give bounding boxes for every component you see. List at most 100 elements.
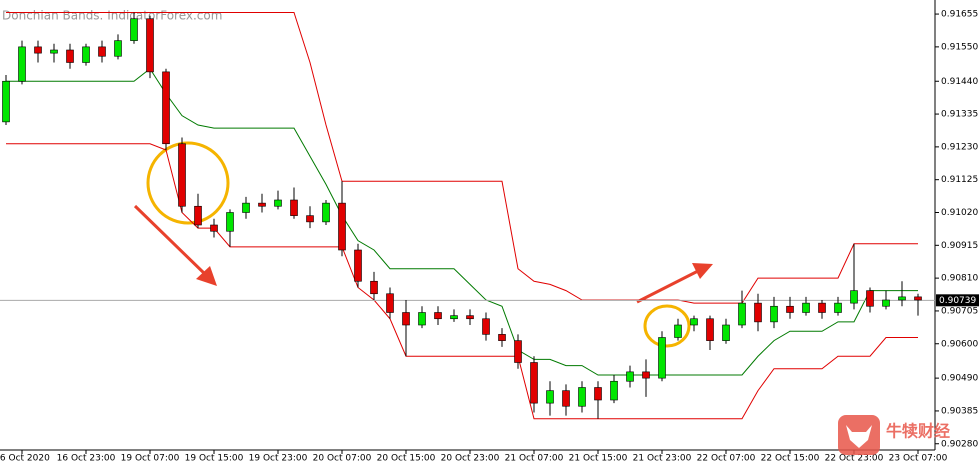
candle-body [274,199,282,207]
candle-body [498,334,506,341]
x-tick-label: 19 Oct 15:00 [185,454,244,464]
arrow-head [196,266,217,286]
candle-body [130,18,138,41]
candle-body [386,293,394,313]
candle-body [114,40,122,57]
logo-text: 牛犊财经 [886,422,950,441]
candle-body [370,280,378,295]
candle-body [482,318,490,335]
candle-body [882,299,890,307]
candle-body [530,362,538,404]
candle-body [658,337,666,379]
band-line [6,12,918,304]
candle-body [354,249,362,282]
candle-body [98,46,106,57]
candle-body [898,296,906,301]
y-tick-label: 0.91020 [941,208,978,218]
candle-body [818,302,826,313]
candle-body [450,315,458,320]
y-tick-label: 0.91550 [941,42,978,52]
candle-body [610,380,618,401]
candle-body [594,387,602,401]
y-tick-label: 0.91125 [941,175,978,185]
x-tick-label: 21 Oct 07:00 [505,454,564,464]
x-tick-label: 20 Oct 07:00 [313,454,372,464]
current-price-box [936,294,979,307]
candle-body [402,312,410,326]
candle-body [642,371,650,379]
y-tick-label: 0.90600 [941,339,978,349]
candle-body [66,49,74,63]
y-tick-label: 0.90280 [941,439,978,449]
highlight-circle [146,141,230,225]
candle-body [18,46,26,82]
x-tick-label: 19 Oct 23:00 [249,454,308,464]
candle-body [514,340,522,363]
x-tick-label: 23 Oct 07:00 [889,454,948,464]
x-tick-label: 22 Oct 15:00 [761,454,820,464]
arrow [636,268,701,304]
candle-body [834,302,842,313]
arrow-head [692,263,713,279]
y-tick-label: 0.91230 [941,142,978,152]
y-tick-label: 0.91335 [941,110,978,120]
y-tick-label: 0.91655 [941,10,978,20]
candle-body [434,312,442,320]
annotations [133,141,713,348]
candle-body [226,212,234,232]
candle-body [738,302,746,326]
candle-body [2,80,10,123]
candle-body [34,46,42,54]
candle-body [210,224,218,232]
logo: 牛犊财经 [838,415,950,455]
candle-body [722,324,730,341]
candle-body [690,318,698,326]
y-tick-label: 0.90705 [941,306,978,316]
candle-body [546,390,554,404]
candle-body [82,46,90,63]
y-tick-label: 0.90385 [941,406,978,416]
x-tick-label: 22 Oct 23:00 [825,454,884,464]
candle-body [242,202,250,213]
candle-body [850,290,858,304]
candle-body [258,202,266,207]
candle-body [562,390,570,407]
x-tick-label: 21 Oct 15:00 [569,454,628,464]
candle-body [802,302,810,313]
y-tick-label: 0.90490 [941,374,978,384]
arrow [133,204,209,278]
x-tick-label: 16 Oct 23:00 [57,454,116,464]
y-tick-label: 0.90810 [941,274,978,284]
highlight-circle [643,304,691,348]
candle-body [786,305,794,313]
candle-body [626,371,634,382]
candle-body [194,205,202,226]
candle-body [146,18,154,73]
candle-body [306,215,314,223]
current-price-label: 0.90739 [939,296,976,306]
candle-body [322,202,330,223]
candle-body [914,296,922,301]
candle-body [578,387,586,407]
y-tick-label: 0.90915 [941,241,978,251]
candle-body [866,290,874,307]
band-line [6,143,918,420]
x-tick-label: 16 Oct 2020 [0,454,50,464]
candle-body [290,199,298,216]
chart-title: Donchian Bands. IndicatorForex.com [2,9,222,23]
candle-body [466,315,474,320]
candle-body [50,49,58,54]
y-tick-label: 0.91440 [941,77,978,87]
band-line [6,68,918,376]
logo-mark [846,425,872,448]
candle-body [162,71,170,145]
candle-body [754,302,762,323]
candle-body [674,324,682,338]
x-tick-label: 21 Oct 23:00 [633,454,692,464]
x-tick-label: 20 Oct 15:00 [377,454,436,464]
x-tick-label: 19 Oct 07:00 [121,454,180,464]
x-tick-label: 20 Oct 23:00 [441,454,500,464]
candle-body [178,143,186,207]
candle-body [338,202,346,251]
